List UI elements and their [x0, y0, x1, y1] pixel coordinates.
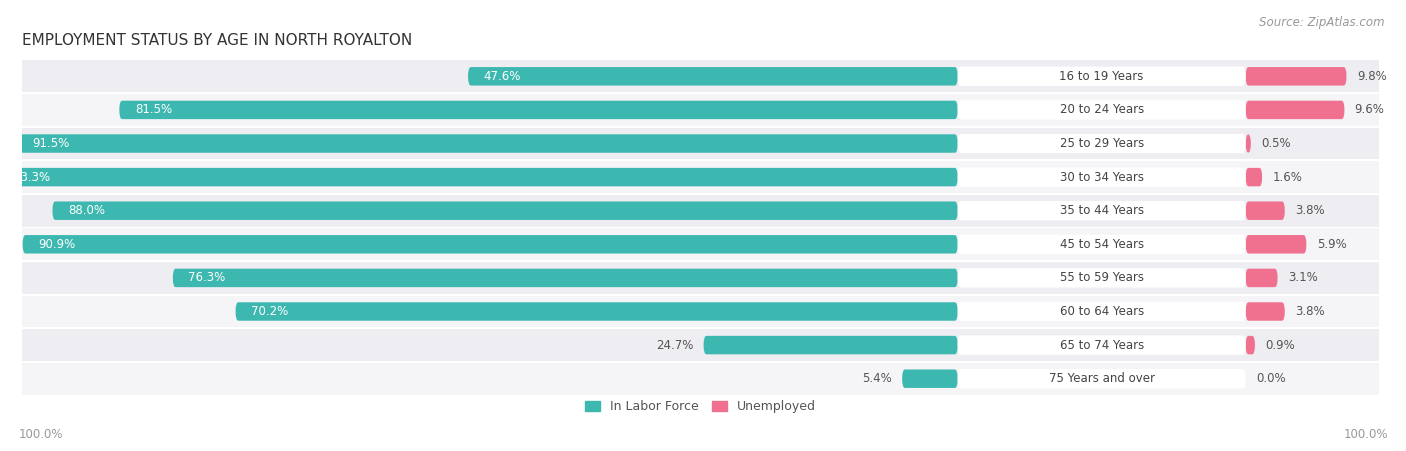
FancyBboxPatch shape	[1246, 235, 1306, 253]
FancyBboxPatch shape	[957, 201, 1246, 221]
FancyBboxPatch shape	[52, 202, 957, 220]
FancyBboxPatch shape	[236, 302, 957, 321]
Text: 30 to 34 Years: 30 to 34 Years	[1060, 170, 1143, 184]
Text: 93.3%: 93.3%	[14, 170, 51, 184]
Text: Source: ZipAtlas.com: Source: ZipAtlas.com	[1260, 16, 1385, 29]
FancyBboxPatch shape	[0, 168, 957, 186]
FancyBboxPatch shape	[1246, 134, 1251, 153]
FancyBboxPatch shape	[957, 336, 1246, 355]
Text: 47.6%: 47.6%	[484, 70, 520, 83]
FancyBboxPatch shape	[1246, 336, 1256, 354]
Text: 1.6%: 1.6%	[1272, 170, 1302, 184]
FancyBboxPatch shape	[957, 369, 1246, 388]
FancyBboxPatch shape	[957, 167, 1246, 187]
FancyBboxPatch shape	[957, 302, 1246, 321]
FancyBboxPatch shape	[17, 134, 957, 153]
FancyBboxPatch shape	[468, 67, 957, 86]
Text: 45 to 54 Years: 45 to 54 Years	[1060, 238, 1143, 251]
FancyBboxPatch shape	[957, 67, 1246, 86]
Text: 5.4%: 5.4%	[862, 372, 891, 385]
Text: 9.6%: 9.6%	[1355, 103, 1385, 116]
FancyBboxPatch shape	[703, 336, 957, 354]
Text: EMPLOYMENT STATUS BY AGE IN NORTH ROYALTON: EMPLOYMENT STATUS BY AGE IN NORTH ROYALT…	[21, 33, 412, 48]
FancyBboxPatch shape	[21, 262, 1379, 294]
FancyBboxPatch shape	[21, 161, 1379, 193]
Text: 3.8%: 3.8%	[1295, 204, 1324, 217]
Text: 20 to 24 Years: 20 to 24 Years	[1060, 103, 1144, 116]
Text: 24.7%: 24.7%	[657, 339, 693, 352]
FancyBboxPatch shape	[173, 269, 957, 287]
Text: 0.0%: 0.0%	[1256, 372, 1285, 385]
Text: 0.5%: 0.5%	[1261, 137, 1291, 150]
FancyBboxPatch shape	[21, 128, 1379, 160]
FancyBboxPatch shape	[120, 101, 957, 119]
Text: 5.9%: 5.9%	[1316, 238, 1347, 251]
FancyBboxPatch shape	[957, 235, 1246, 254]
Text: 75 Years and over: 75 Years and over	[1049, 372, 1154, 385]
Text: 3.8%: 3.8%	[1295, 305, 1324, 318]
Text: 0.9%: 0.9%	[1265, 339, 1295, 352]
FancyBboxPatch shape	[957, 134, 1246, 153]
Text: 70.2%: 70.2%	[252, 305, 288, 318]
FancyBboxPatch shape	[22, 235, 957, 253]
Text: 81.5%: 81.5%	[135, 103, 172, 116]
FancyBboxPatch shape	[21, 60, 1379, 92]
FancyBboxPatch shape	[1246, 202, 1285, 220]
Text: 35 to 44 Years: 35 to 44 Years	[1060, 204, 1143, 217]
FancyBboxPatch shape	[21, 329, 1379, 361]
FancyBboxPatch shape	[21, 363, 1379, 395]
FancyBboxPatch shape	[1246, 302, 1285, 321]
FancyBboxPatch shape	[1246, 269, 1278, 287]
FancyBboxPatch shape	[903, 369, 957, 388]
FancyBboxPatch shape	[21, 228, 1379, 260]
FancyBboxPatch shape	[957, 268, 1246, 288]
FancyBboxPatch shape	[21, 295, 1379, 327]
Text: 25 to 29 Years: 25 to 29 Years	[1060, 137, 1144, 150]
Text: 76.3%: 76.3%	[188, 272, 225, 285]
FancyBboxPatch shape	[1246, 67, 1347, 86]
Text: 16 to 19 Years: 16 to 19 Years	[1060, 70, 1144, 83]
FancyBboxPatch shape	[957, 100, 1246, 120]
FancyBboxPatch shape	[21, 195, 1379, 227]
FancyBboxPatch shape	[1246, 101, 1344, 119]
Text: 3.1%: 3.1%	[1288, 272, 1317, 285]
Text: 60 to 64 Years: 60 to 64 Years	[1060, 305, 1144, 318]
Text: 65 to 74 Years: 65 to 74 Years	[1060, 339, 1144, 352]
Text: 91.5%: 91.5%	[32, 137, 69, 150]
FancyBboxPatch shape	[1246, 168, 1263, 186]
Text: 100.0%: 100.0%	[18, 428, 63, 441]
Text: 100.0%: 100.0%	[1343, 428, 1388, 441]
FancyBboxPatch shape	[21, 94, 1379, 126]
Text: 55 to 59 Years: 55 to 59 Years	[1060, 272, 1143, 285]
Text: 9.8%: 9.8%	[1357, 70, 1386, 83]
Text: 90.9%: 90.9%	[38, 238, 76, 251]
Text: 88.0%: 88.0%	[67, 204, 105, 217]
Legend: In Labor Force, Unemployed: In Labor Force, Unemployed	[585, 400, 815, 413]
